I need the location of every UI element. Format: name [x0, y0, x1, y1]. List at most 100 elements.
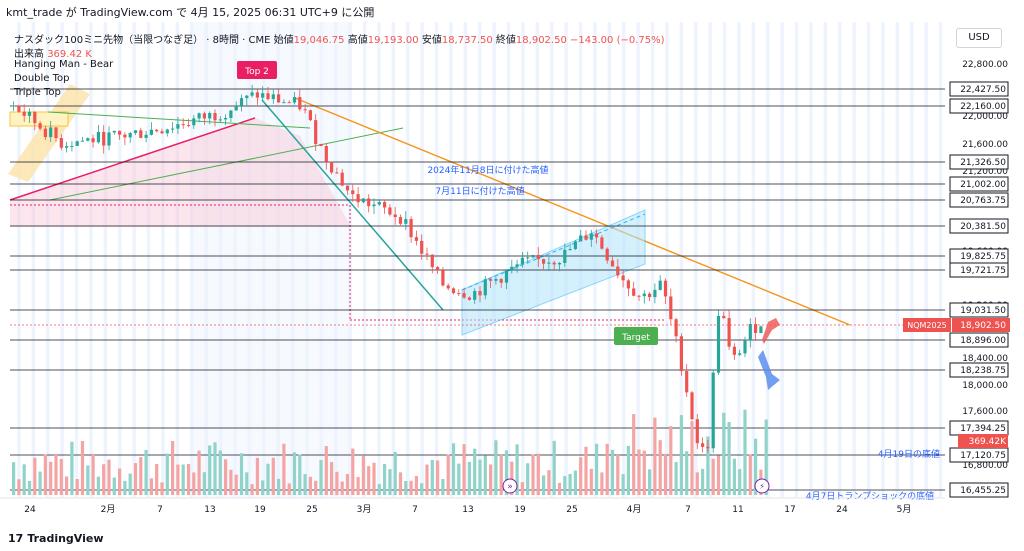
- volume-bar: [361, 456, 365, 495]
- legend-pattern-1[interactable]: Hanging Man - Bear: [14, 59, 114, 70]
- session-stripe: [938, 22, 943, 497]
- volume-bar: [679, 415, 683, 495]
- last-price-tag-bg: [952, 318, 1010, 332]
- level-tag: 21,326.50: [960, 158, 1006, 168]
- volume-bar: [626, 445, 630, 495]
- time-axis-label: 17: [784, 505, 795, 515]
- volume-bar: [499, 454, 503, 495]
- volume-bar: [642, 450, 646, 495]
- volume-bar: [65, 476, 69, 495]
- candle-body: [658, 280, 662, 290]
- candle-body: [176, 124, 180, 129]
- chart-area[interactable]: Top 2 Target 2024年11月8日に付けた高値 7月11日に付けた高値 4月…: [0, 22, 1024, 527]
- volume-bar: [441, 479, 445, 495]
- candle-body: [504, 270, 509, 283]
- candle-body: [409, 219, 413, 238]
- volume-bar: [49, 461, 53, 495]
- green-line-lower: [49, 127, 404, 201]
- candle-body: [213, 112, 217, 121]
- candle-body: [128, 133, 132, 138]
- volume-bar: [451, 443, 456, 495]
- volume-bar: [690, 421, 694, 495]
- candle-body: [446, 285, 450, 289]
- volume-bar: [59, 459, 63, 495]
- price-chart[interactable]: Top 2 Target 2024年11月8日に付けた高値 7月11日に付けた高値 4月…: [0, 22, 1024, 527]
- legend-volume-line: 出来高 369.42 K: [14, 45, 92, 60]
- legend-low-label: 安値: [421, 35, 442, 46]
- level-tag-bg: [949, 192, 1009, 208]
- volume-tag-bg: [958, 434, 1008, 448]
- candle-body: [568, 249, 572, 251]
- time-axis-label: 5月: [897, 504, 912, 515]
- volume-bar: [520, 482, 524, 495]
- volume-bar: [292, 452, 297, 495]
- legend-pattern-2[interactable]: Double Top: [14, 73, 70, 84]
- candle-body: [388, 207, 392, 215]
- volume-bar: [722, 412, 726, 495]
- candle-body: [732, 346, 736, 355]
- session-stripe: [46, 22, 50, 497]
- candle-body: [706, 446, 710, 449]
- currency-button[interactable]: USD: [956, 28, 1002, 48]
- volume-bar: [637, 449, 641, 495]
- volume-bar: [504, 450, 509, 495]
- volume-bar: [38, 471, 42, 495]
- volume-bar: [229, 469, 233, 495]
- candle-body: [727, 318, 731, 347]
- candle-body: [616, 266, 620, 276]
- price-axis-tick: 17,600.00: [962, 407, 1008, 417]
- volume-bar: [377, 484, 381, 495]
- candle-body: [430, 254, 434, 268]
- volume-bar: [86, 465, 90, 495]
- session-stripe: [766, 22, 770, 497]
- volume-bar: [118, 468, 122, 495]
- candle-body: [112, 130, 116, 133]
- channel-midline: [461, 213, 646, 291]
- candle-body: [701, 443, 705, 447]
- session-stripe: [910, 22, 914, 497]
- brand-label: TradingView: [27, 532, 104, 545]
- candle-body: [229, 110, 233, 118]
- candle-body: [748, 324, 752, 340]
- volume-bar: [282, 443, 286, 495]
- event-icon-lightning: [754, 478, 770, 494]
- legend-high: 19,193.00: [367, 35, 419, 46]
- candle-body: [499, 279, 503, 283]
- volume-bar: [478, 459, 482, 495]
- candle-body: [759, 326, 763, 334]
- event-lightning-glyph: ⚡: [759, 482, 765, 491]
- time-axis-label: 7: [412, 505, 418, 515]
- candle-body: [510, 266, 514, 271]
- legend-pattern-3[interactable]: Triple Top: [14, 87, 61, 98]
- candle-body: [49, 127, 53, 138]
- level-tag: 17,394.25: [960, 424, 1006, 434]
- time-axis-label: 2月: [101, 504, 116, 515]
- volume-bar: [552, 440, 556, 495]
- session-stripe: [506, 22, 511, 497]
- session-stripe: [175, 22, 180, 497]
- session-stripe: [17, 22, 21, 497]
- candle-body: [695, 419, 699, 444]
- candle-body: [218, 119, 222, 121]
- volume-bar: [430, 459, 434, 495]
- volume-bar: [266, 463, 270, 495]
- volume-bar: [632, 414, 636, 495]
- candle-body: [197, 113, 201, 119]
- candle-body: [526, 257, 530, 259]
- volume-bar: [345, 474, 350, 495]
- session-stripe: [794, 22, 799, 497]
- time-axis-label: 24: [24, 505, 36, 515]
- candle-body: [250, 92, 254, 96]
- volume-bar: [218, 450, 222, 495]
- volume-bar: [372, 462, 376, 495]
- candle-body: [54, 127, 58, 138]
- volume-bar: [589, 468, 593, 495]
- candle-body: [298, 97, 302, 110]
- session-stripe: [679, 22, 684, 497]
- candle-body: [515, 264, 519, 267]
- candle-body: [345, 185, 350, 191]
- volume-bar: [446, 454, 450, 495]
- legend-change: −143.00 (−0.75%): [570, 35, 665, 46]
- volume-bar: [600, 472, 604, 495]
- candle-body: [626, 280, 630, 289]
